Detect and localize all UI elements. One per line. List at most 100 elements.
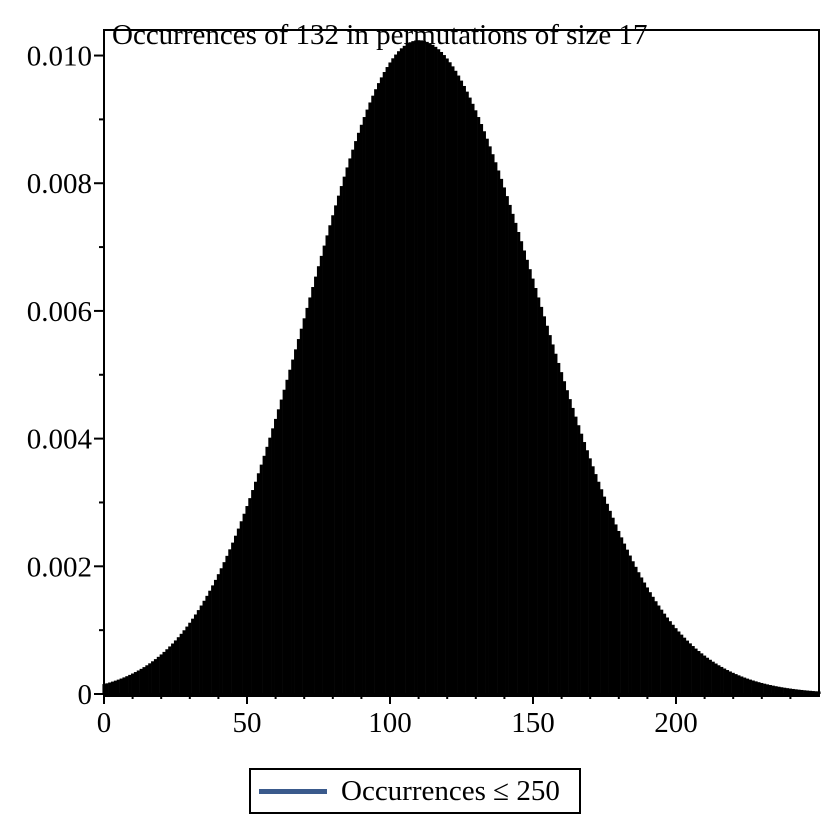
bar bbox=[540, 306, 544, 694]
bar bbox=[208, 590, 212, 694]
bar bbox=[188, 622, 192, 694]
bar bbox=[511, 213, 515, 694]
bar bbox=[336, 195, 341, 694]
bar bbox=[519, 241, 524, 694]
bar bbox=[474, 110, 478, 695]
bar bbox=[565, 390, 569, 694]
legend-swatch bbox=[259, 788, 327, 794]
bar bbox=[119, 678, 123, 694]
bar bbox=[671, 624, 675, 694]
bar-series bbox=[102, 40, 821, 695]
bar bbox=[279, 399, 283, 694]
bar bbox=[560, 372, 564, 694]
bar bbox=[497, 170, 501, 694]
bar bbox=[771, 685, 775, 694]
bar bbox=[308, 297, 312, 694]
bar bbox=[216, 574, 220, 694]
bar bbox=[554, 353, 558, 694]
bar bbox=[625, 549, 629, 694]
bar bbox=[213, 579, 218, 694]
bar bbox=[122, 677, 126, 694]
bar bbox=[731, 672, 735, 694]
bar bbox=[282, 389, 286, 694]
bar bbox=[785, 688, 790, 694]
bar bbox=[133, 672, 138, 694]
bar bbox=[288, 369, 292, 694]
bar bbox=[325, 235, 329, 694]
bar bbox=[231, 542, 235, 694]
bar bbox=[774, 686, 778, 694]
bar bbox=[471, 103, 475, 695]
bar bbox=[714, 663, 718, 694]
bar bbox=[113, 680, 118, 694]
bar bbox=[454, 70, 458, 694]
bar bbox=[614, 524, 618, 694]
y-tick-label: 0 bbox=[78, 679, 93, 711]
bar bbox=[342, 176, 346, 694]
bar bbox=[660, 609, 664, 694]
bar bbox=[611, 517, 615, 694]
bar bbox=[165, 649, 169, 694]
bar bbox=[422, 40, 426, 694]
bar bbox=[219, 568, 223, 694]
bar bbox=[356, 132, 361, 695]
bar bbox=[379, 77, 383, 695]
bar bbox=[193, 614, 198, 694]
bar bbox=[594, 474, 598, 694]
bar bbox=[499, 178, 504, 694]
bar bbox=[760, 682, 764, 694]
bar bbox=[382, 72, 386, 694]
bar bbox=[814, 691, 818, 694]
bar bbox=[808, 690, 812, 694]
bar bbox=[362, 117, 366, 694]
y-axis: 0 0.002 0.004 0.006 0.008 0.010 bbox=[27, 41, 104, 711]
bar bbox=[328, 225, 332, 694]
bar bbox=[151, 661, 155, 694]
bar bbox=[182, 630, 186, 694]
bar bbox=[697, 651, 701, 694]
bar bbox=[196, 610, 200, 694]
bar bbox=[745, 678, 750, 694]
bar bbox=[388, 62, 392, 695]
bar bbox=[274, 418, 278, 694]
bar bbox=[717, 665, 721, 694]
y-tick-label: 0.010 bbox=[27, 41, 92, 73]
bar bbox=[628, 555, 632, 694]
bar bbox=[142, 667, 146, 694]
bar bbox=[522, 250, 526, 694]
bar bbox=[434, 46, 438, 695]
bar bbox=[462, 85, 466, 695]
y-tick-label: 0.002 bbox=[27, 551, 92, 583]
bar bbox=[411, 41, 415, 694]
bar bbox=[728, 671, 732, 694]
bar bbox=[331, 215, 335, 694]
bar bbox=[548, 335, 552, 694]
bar bbox=[585, 450, 589, 694]
bar bbox=[173, 640, 178, 694]
bar bbox=[385, 67, 389, 694]
bar bbox=[334, 205, 338, 694]
bar bbox=[131, 673, 135, 694]
bar bbox=[705, 657, 710, 694]
bar bbox=[668, 621, 672, 694]
bar bbox=[491, 154, 495, 695]
bar bbox=[391, 58, 395, 695]
bar bbox=[657, 605, 661, 694]
bar bbox=[236, 528, 240, 694]
bar bbox=[374, 89, 378, 694]
bar bbox=[405, 43, 409, 694]
x-tick-label: 100 bbox=[368, 707, 412, 739]
bar bbox=[597, 481, 601, 694]
bar bbox=[176, 637, 180, 694]
y-tick-label: 0.004 bbox=[27, 424, 93, 456]
bar bbox=[239, 521, 243, 694]
bar bbox=[514, 222, 518, 695]
bar bbox=[256, 473, 261, 694]
bar bbox=[637, 572, 641, 694]
bar bbox=[634, 566, 638, 694]
bar bbox=[617, 530, 621, 694]
bar bbox=[397, 51, 401, 694]
bar bbox=[185, 626, 189, 694]
bar bbox=[545, 325, 549, 694]
bar bbox=[551, 344, 555, 694]
